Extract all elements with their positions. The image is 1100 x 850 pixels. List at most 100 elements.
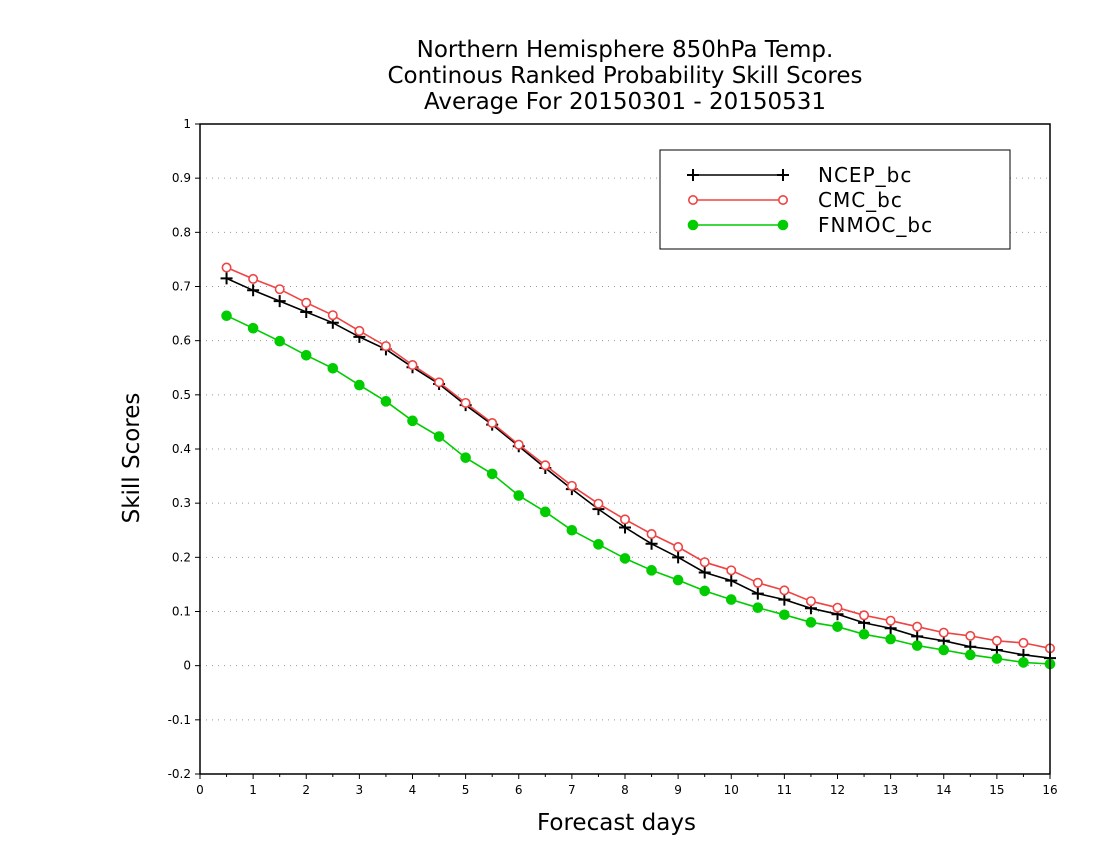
data-point-fnmoc-bc (300, 349, 312, 361)
legend-label-cmc-bc: CMC_bc (818, 188, 903, 212)
data-point-cmc-bc (274, 284, 285, 295)
series-layer (220, 262, 1056, 670)
data-point-fnmoc-bc (274, 335, 285, 347)
data-point-fnmoc-bc (619, 553, 631, 564)
chart-title-line-2: Continous Ranked Probability Skill Score… (387, 63, 863, 89)
y-tick-label: -0.1 (168, 713, 191, 727)
data-point-fnmoc-bc (566, 524, 578, 536)
data-point-ncep-bc (645, 537, 658, 550)
data-point-fnmoc-bc (965, 649, 976, 661)
x-tick-label: 13 (883, 783, 898, 797)
data-point-fnmoc-bc (938, 644, 950, 656)
data-point-fnmoc-bc (885, 633, 896, 645)
y-tick-label: 0.4 (172, 442, 191, 456)
data-point-fnmoc-bc (327, 362, 339, 374)
data-point-cmc-bc (513, 439, 524, 450)
y-tick-label: -0.2 (168, 767, 191, 781)
data-point-cmc-bc (646, 529, 657, 540)
data-point-cmc-bc (779, 585, 790, 596)
x-tick-label: 16 (1042, 783, 1057, 797)
data-point-fnmoc-bc (247, 322, 259, 334)
x-tick-label: 14 (936, 783, 951, 797)
y-tick-label: 0.6 (172, 334, 191, 348)
y-tick-label: 0.1 (172, 605, 191, 619)
data-point-fnmoc-bc (354, 379, 365, 391)
data-point-fnmoc-bc (433, 431, 445, 442)
data-point-fnmoc-bc (832, 621, 843, 632)
data-point-ncep-bc (273, 295, 286, 308)
x-tick-label: 15 (989, 783, 1004, 797)
y-tick-label: 0.7 (172, 280, 191, 294)
series-ncep-bc (220, 272, 1056, 665)
data-point-ncep-bc (725, 574, 738, 587)
data-point-fnmoc-bc (460, 452, 471, 463)
data-point-cmc-bc (832, 602, 843, 613)
data-point-cmc-bc (248, 273, 259, 284)
data-point-cmc-bc (301, 297, 312, 308)
y-tick-label: 0.3 (172, 496, 191, 510)
y-tick-label: 0.9 (172, 171, 191, 185)
legend-label-ncep-bc: NCEP_bc (818, 163, 912, 187)
data-point-cmc-bc (1018, 637, 1029, 648)
data-point-cmc-bc (938, 627, 949, 638)
y-tick-label: 0.5 (172, 388, 191, 402)
data-point-cmc-bc (540, 460, 551, 471)
data-point-fnmoc-bc (407, 415, 418, 427)
data-point-fnmoc-bc (593, 539, 604, 550)
data-point-fnmoc-bc (779, 609, 790, 621)
x-tick-label: 4 (409, 783, 417, 797)
data-point-fnmoc-bc (699, 585, 710, 597)
legend-marker-cmc-bc (777, 195, 788, 206)
y-tick-label: 0.8 (172, 225, 191, 239)
data-point-ncep-bc (247, 284, 260, 297)
x-tick-label: 8 (621, 783, 629, 797)
data-point-cmc-bc (726, 565, 737, 576)
data-point-fnmoc-bc (513, 490, 525, 501)
data-point-cmc-bc (380, 341, 391, 352)
chart-title-line-1: Northern Hemisphere 850hPa Temp. (416, 37, 834, 63)
data-point-fnmoc-bc (858, 628, 870, 640)
data-point-fnmoc-bc (646, 565, 657, 576)
y-tick-label: 0.2 (172, 550, 191, 564)
y-tick-label: 1 (183, 117, 191, 131)
data-point-fnmoc-bc (1018, 657, 1029, 668)
data-point-cmc-bc (699, 557, 710, 568)
legend-marker-cmc-bc (687, 195, 698, 206)
data-point-cmc-bc (407, 360, 418, 371)
data-point-cmc-bc (487, 417, 498, 428)
grid-lines (200, 177, 1050, 721)
x-tick-label: 2 (302, 783, 310, 797)
legend-marker-fnmoc-bc (687, 219, 699, 231)
data-point-fnmoc-bc (672, 574, 684, 586)
series-line-cmc-bc (226, 266, 1051, 650)
data-point-cmc-bc (327, 310, 338, 321)
data-point-cmc-bc (752, 577, 763, 588)
data-point-cmc-bc (805, 596, 816, 607)
x-tick-label: 11 (777, 783, 792, 797)
data-point-fnmoc-bc (805, 617, 817, 628)
x-tick-label: 12 (830, 783, 845, 797)
x-tick-label: 0 (196, 783, 204, 797)
data-point-fnmoc-bc (725, 594, 737, 605)
data-point-fnmoc-bc (486, 468, 498, 480)
data-point-cmc-bc (460, 397, 471, 408)
axis-ticks: -0.2-0.100.10.20.30.40.50.60.70.80.910 1 2… (168, 117, 1058, 797)
data-point-cmc-bc (885, 615, 896, 626)
series-fnmoc-bc (221, 310, 1056, 670)
data-point-fnmoc-bc (540, 506, 551, 518)
legend-marker-ncep-bc (687, 169, 699, 181)
x-tick-label: 1 (249, 783, 257, 797)
data-point-cmc-bc (221, 262, 232, 273)
series-cmc-bc (221, 262, 1056, 654)
x-tick-label: 5 (462, 783, 470, 797)
x-axis-title: Forecast days (537, 810, 696, 836)
data-point-fnmoc-bc (911, 640, 923, 651)
data-point-fnmoc-bc (380, 396, 392, 407)
x-tick-label: 10 (724, 783, 739, 797)
legend-marker-fnmoc-bc (777, 219, 789, 231)
data-point-cmc-bc (859, 610, 870, 621)
data-point-cmc-bc (965, 630, 976, 641)
data-point-ncep-bc (778, 593, 791, 606)
